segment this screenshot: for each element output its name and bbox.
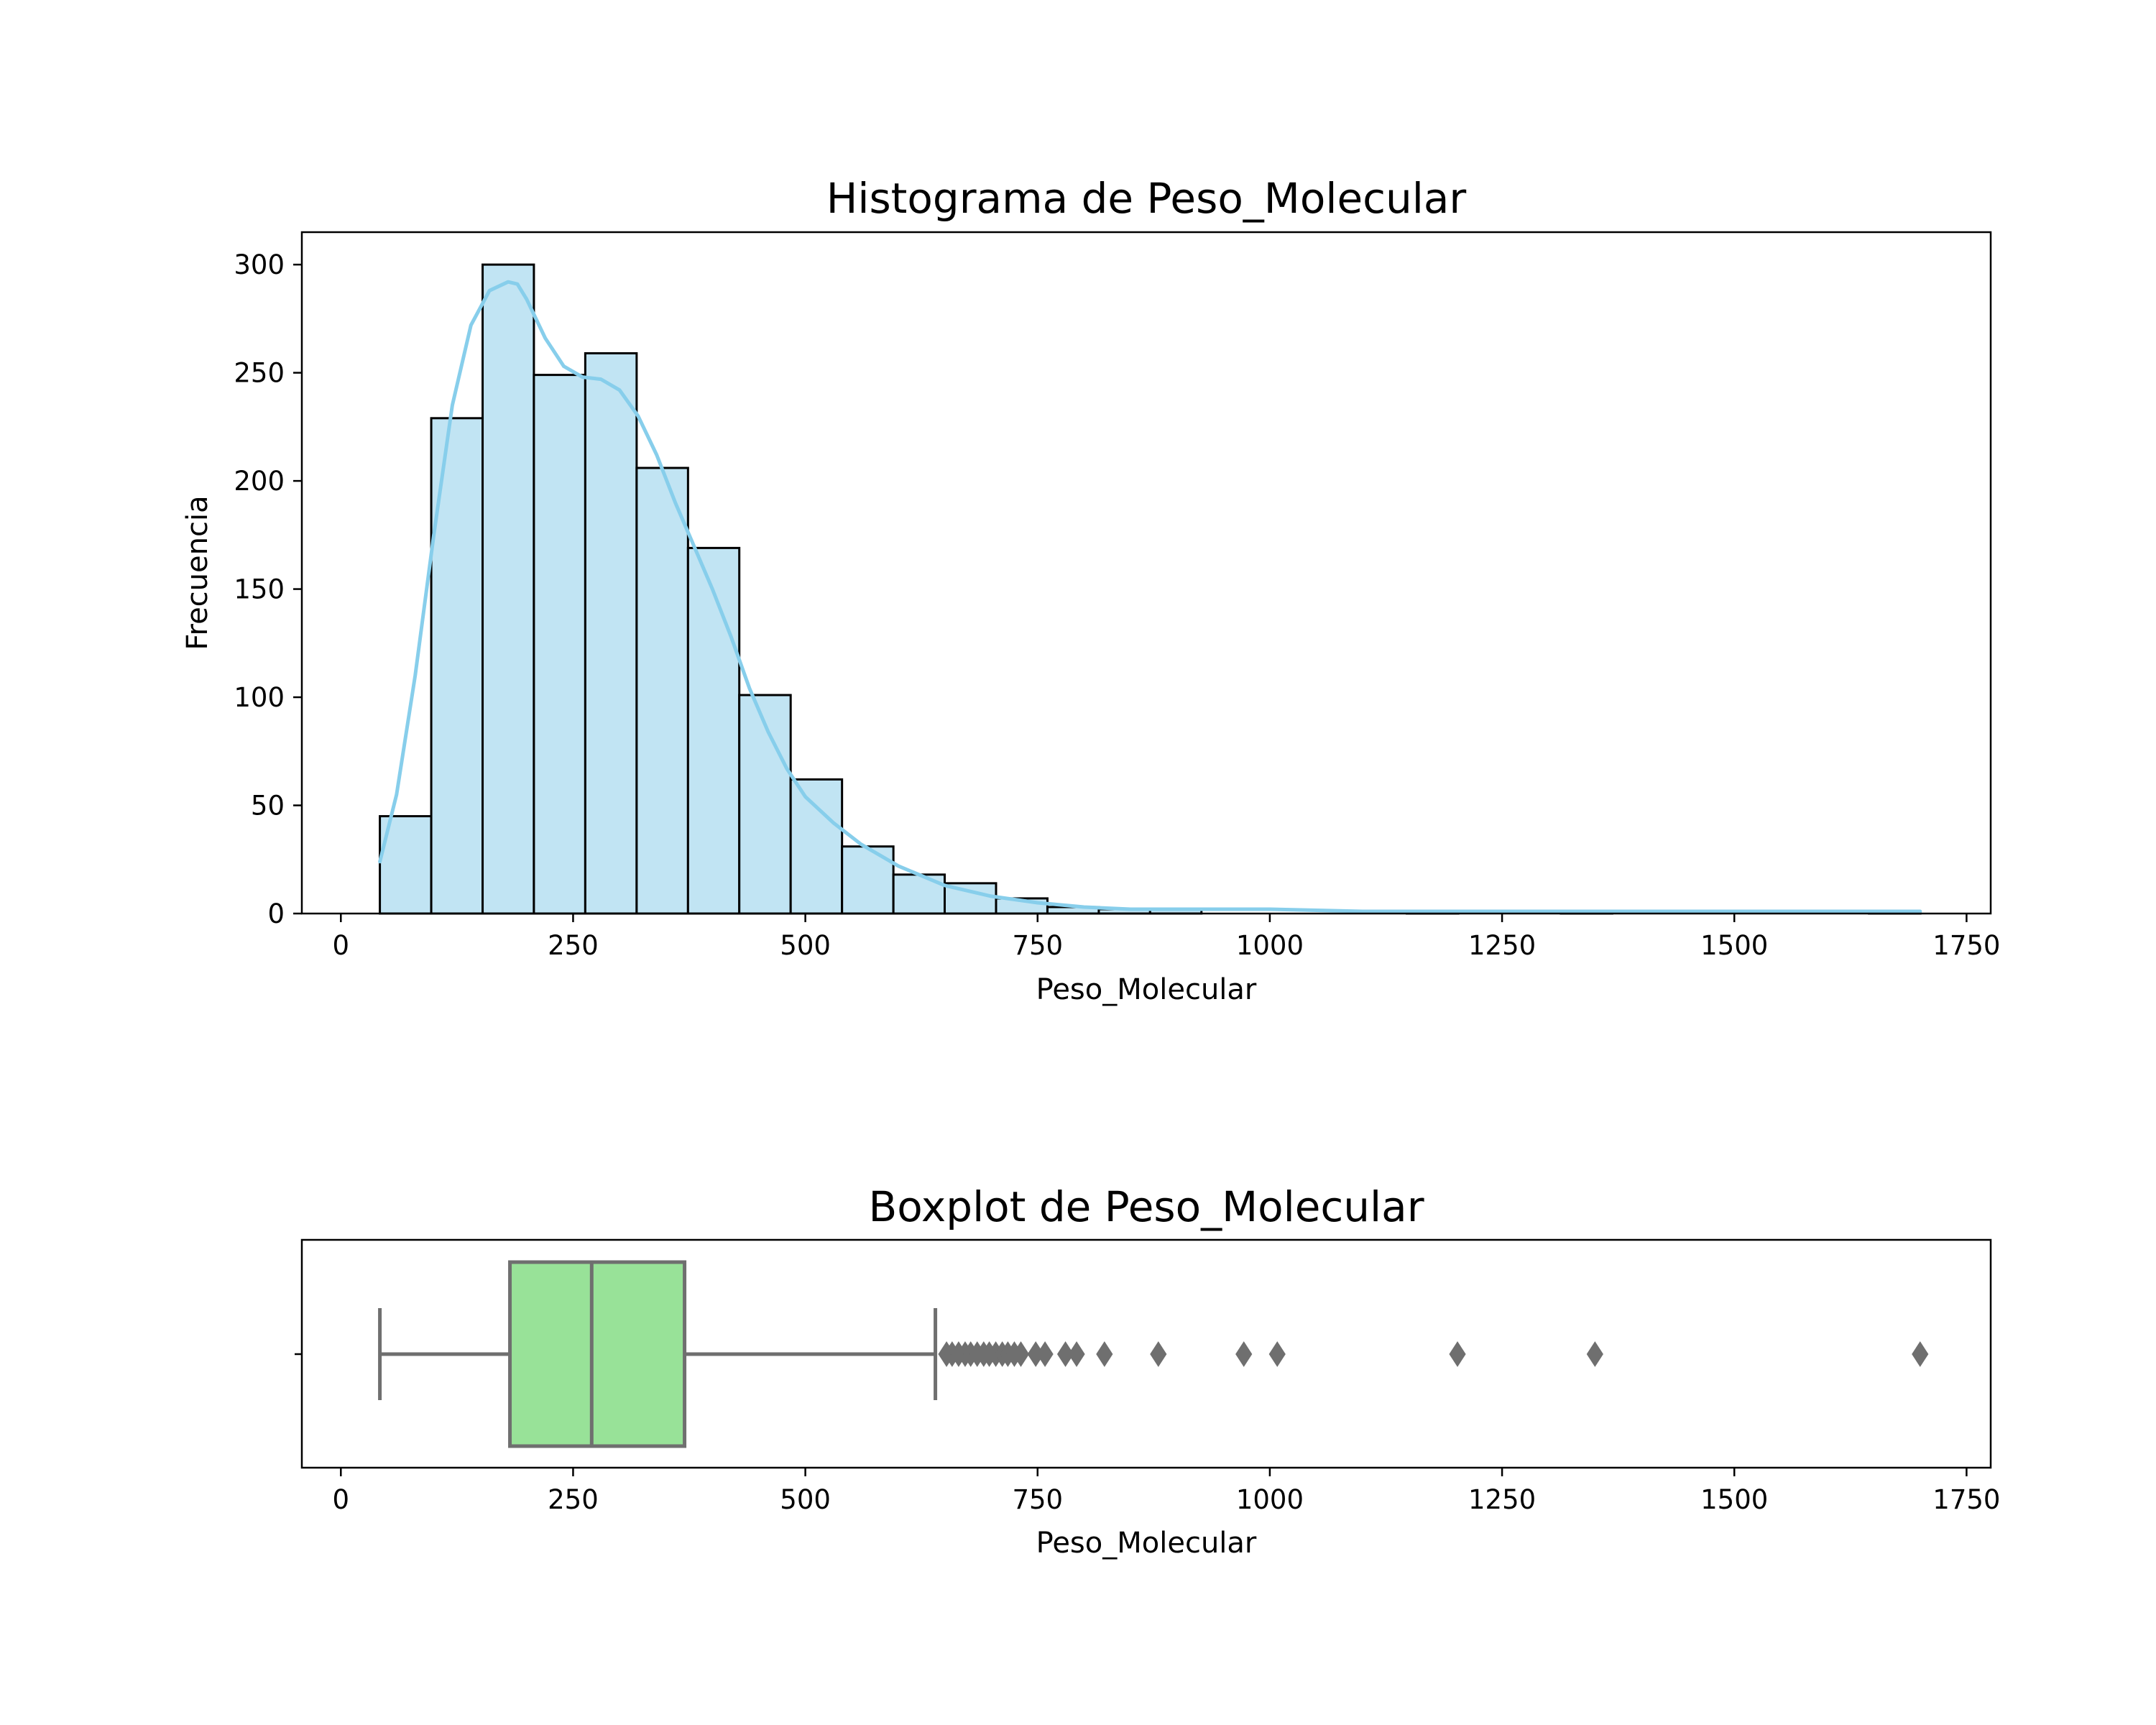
boxplot-x-tick-label: 500 [780,1484,831,1515]
boxplot-outliers [938,1341,1929,1367]
outlier-marker [1056,1341,1074,1367]
histogram-x-tick-label: 1250 [1468,930,1536,961]
outlier-marker [1235,1341,1253,1367]
histogram-x-tick-label: 0 [333,930,350,961]
histogram-bar [584,352,638,915]
outlier-marker [1268,1341,1286,1367]
histogram-y-tick-label: 100 [234,682,285,713]
outlier-marker [1912,1341,1929,1367]
histogram-title: Histograma de Peso_Molecular [826,174,1467,223]
histogram-bar [738,694,792,915]
histogram-y-tick-label: 300 [234,249,285,280]
boxplot-x-tick-label: 1750 [1932,1484,2000,1515]
histogram-x-tick-label: 750 [1012,930,1063,961]
histogram-bar [430,417,484,915]
boxplot-x-tick-label: 1250 [1468,1484,1536,1515]
outlier-marker [1586,1341,1603,1367]
boxplot-x-axis-label: Peso_Molecular [1036,1527,1257,1560]
histogram-x-tick-label: 500 [780,930,831,961]
boxplot-x-tick-label: 250 [548,1484,599,1515]
histogram-y-tick-label: 0 [267,898,285,929]
histogram-bars [379,263,1922,915]
outlier-marker [1068,1341,1085,1367]
boxplot-x-ticks: 0 250 500 750 1000 1250 1500 1750 [333,1468,2000,1515]
histogram-bar [841,845,895,915]
histogram-axes-frame [300,231,1992,915]
histogram-x-tick-label: 1750 [1932,930,2000,961]
boxplot-panel: Boxplot de Peso_Molecular 0 250 500 750 1000… [295,1182,2000,1560]
outlier-marker [1449,1341,1466,1367]
histogram-panel: Histograma de Peso_Molecular 0 250 500 750 1… [181,174,2000,1006]
boxplot-x-tick-label: 750 [1012,1484,1063,1515]
outlier-marker [1012,1341,1030,1367]
boxplot-x-tick-label: 0 [333,1484,350,1515]
histogram-y-tick-label: 200 [234,466,285,497]
histogram-kde [378,280,1922,914]
histogram-y-axis-label: Frecuencia [181,495,214,650]
boxplot-x-tick-label: 1500 [1700,1484,1768,1515]
histogram-x-tick-label: 250 [548,930,599,961]
histogram-bar [789,778,844,915]
histogram-y-ticks: 0 50 100 150 200 250 300 [234,249,302,929]
outlier-marker [1096,1341,1113,1367]
histogram-x-ticks: 0 250 500 750 1000 1250 1500 1750 [333,914,2000,961]
histogram-y-tick-label: 50 [251,791,285,822]
histogram-bar [635,466,689,915]
outlier-marker [1036,1341,1054,1367]
outlier-marker [1150,1341,1167,1367]
histogram-y-tick-label: 150 [234,574,285,605]
boxplot-body [378,1260,938,1448]
histogram-bar [482,263,535,915]
kde-curve [378,280,1922,914]
histogram-bar [686,546,741,915]
interquartile-box [508,1260,687,1448]
boxplot-x-tick-label: 1000 [1236,1484,1304,1515]
histogram-x-tick-label: 1000 [1236,930,1304,961]
histogram-y-tick-label: 250 [234,358,285,389]
histogram-x-axis-label: Peso_Molecular [1036,973,1257,1006]
boxplot-title: Boxplot de Peso_Molecular [868,1182,1424,1231]
histogram-x-tick-label: 1500 [1700,930,1768,961]
histogram-bar [533,374,586,915]
